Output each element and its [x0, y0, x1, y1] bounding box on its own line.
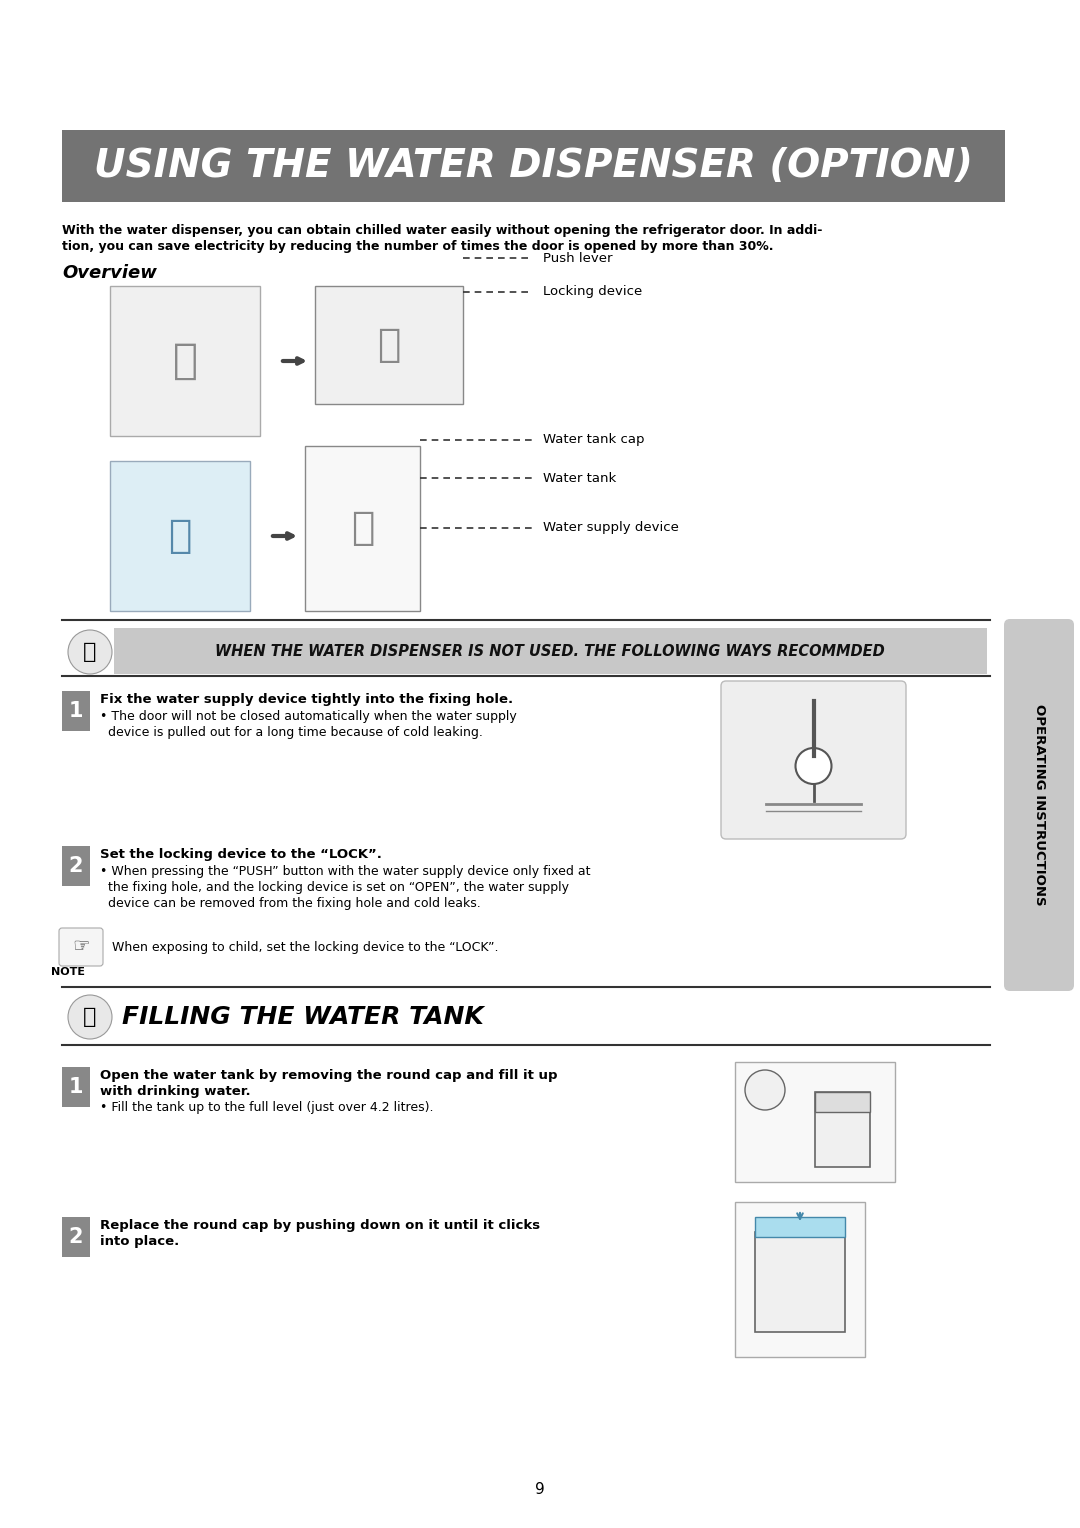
- Text: • When pressing the “PUSH” button with the water supply device only fixed at: • When pressing the “PUSH” button with t…: [100, 865, 591, 879]
- Text: with drinking water.: with drinking water.: [100, 1085, 251, 1099]
- Text: USING THE WATER DISPENSER (OPTION): USING THE WATER DISPENSER (OPTION): [94, 147, 973, 185]
- Text: 🫙: 🫙: [351, 509, 374, 547]
- Bar: [62, 1216, 90, 1258]
- Text: • The door will not be closed automatically when the water supply: • The door will not be closed automatica…: [100, 711, 516, 723]
- FancyBboxPatch shape: [1004, 619, 1074, 992]
- Text: 🧊: 🧊: [168, 516, 191, 555]
- Bar: [110, 461, 249, 611]
- Text: device is pulled out for a long time because of cold leaking.: device is pulled out for a long time bec…: [100, 726, 483, 740]
- Text: tion, you can save electricity by reducing the number of times the door is opene: tion, you can save electricity by reduci…: [62, 240, 773, 254]
- Text: Water supply device: Water supply device: [543, 521, 679, 535]
- Text: Locking device: Locking device: [543, 286, 643, 298]
- Circle shape: [68, 630, 112, 674]
- Bar: [755, 1232, 845, 1332]
- Text: 9: 9: [535, 1482, 545, 1497]
- Text: FILLING THE WATER TANK: FILLING THE WATER TANK: [122, 1005, 484, 1028]
- Text: 🦅: 🦅: [83, 642, 97, 662]
- FancyBboxPatch shape: [721, 681, 906, 839]
- FancyBboxPatch shape: [59, 927, 103, 966]
- Text: With the water dispenser, you can obtain chilled water easily without opening th: With the water dispenser, you can obtain…: [62, 225, 822, 237]
- Bar: [62, 1067, 90, 1106]
- Bar: [114, 628, 987, 674]
- Bar: [62, 130, 1005, 202]
- Text: • Fill the tank up to the full level (just over 4.2 litres).: • Fill the tank up to the full level (ju…: [100, 1102, 433, 1114]
- Bar: [735, 1062, 895, 1183]
- Text: Overview: Overview: [62, 264, 157, 283]
- Circle shape: [745, 1070, 785, 1109]
- Text: device can be removed from the fixing hole and cold leaks.: device can be removed from the fixing ho…: [100, 897, 481, 911]
- Bar: [755, 1216, 845, 1238]
- Text: Water tank: Water tank: [543, 472, 617, 484]
- Text: Open the water tank by removing the round cap and fill it up: Open the water tank by removing the roun…: [100, 1070, 557, 1082]
- Bar: [315, 286, 463, 403]
- Bar: [62, 847, 90, 886]
- Text: 🦅: 🦅: [83, 1007, 97, 1027]
- Text: Set the locking device to the “LOCK”.: Set the locking device to the “LOCK”.: [100, 848, 382, 860]
- Text: Replace the round cap by pushing down on it until it clicks: Replace the round cap by pushing down on…: [100, 1219, 540, 1232]
- Text: 2: 2: [69, 1227, 83, 1247]
- Bar: [815, 1093, 870, 1112]
- Bar: [305, 446, 420, 611]
- Bar: [815, 1093, 870, 1167]
- Text: into place.: into place.: [100, 1235, 179, 1248]
- Text: OPERATING INSTRUCTIONS: OPERATING INSTRUCTIONS: [1032, 704, 1045, 906]
- Bar: [735, 1203, 865, 1357]
- Text: the fixing hole, and the locking device is set on “OPEN”, the water supply: the fixing hole, and the locking device …: [100, 882, 569, 894]
- Text: 📺: 📺: [377, 325, 401, 364]
- Circle shape: [796, 749, 832, 784]
- Text: When exposing to child, set the locking device to the “LOCK”.: When exposing to child, set the locking …: [112, 941, 499, 953]
- Text: ☞: ☞: [72, 938, 90, 957]
- Text: Water tank cap: Water tank cap: [543, 434, 645, 446]
- Text: 🏠: 🏠: [173, 341, 198, 382]
- Bar: [110, 286, 260, 435]
- Circle shape: [68, 995, 112, 1039]
- Text: 2: 2: [69, 856, 83, 876]
- Text: 1: 1: [69, 701, 83, 721]
- Text: Fix the water supply device tightly into the fixing hole.: Fix the water supply device tightly into…: [100, 694, 513, 706]
- Text: 1: 1: [69, 1077, 83, 1097]
- Text: NOTE: NOTE: [51, 967, 85, 976]
- Text: WHEN THE WATER DISPENSER IS NOT USED. THE FOLLOWING WAYS RECOMMDED: WHEN THE WATER DISPENSER IS NOT USED. TH…: [215, 643, 885, 659]
- Bar: [62, 691, 90, 730]
- Text: Push lever: Push lever: [543, 252, 612, 264]
